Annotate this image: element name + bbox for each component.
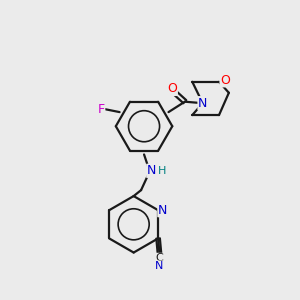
Text: F: F bbox=[98, 103, 105, 116]
Text: N: N bbox=[147, 164, 156, 177]
Text: N: N bbox=[158, 204, 167, 217]
Text: N: N bbox=[198, 97, 207, 110]
Text: N: N bbox=[155, 261, 163, 271]
Text: H: H bbox=[158, 166, 167, 176]
Text: O: O bbox=[167, 82, 177, 95]
Text: C: C bbox=[155, 253, 163, 263]
Text: O: O bbox=[220, 74, 230, 87]
